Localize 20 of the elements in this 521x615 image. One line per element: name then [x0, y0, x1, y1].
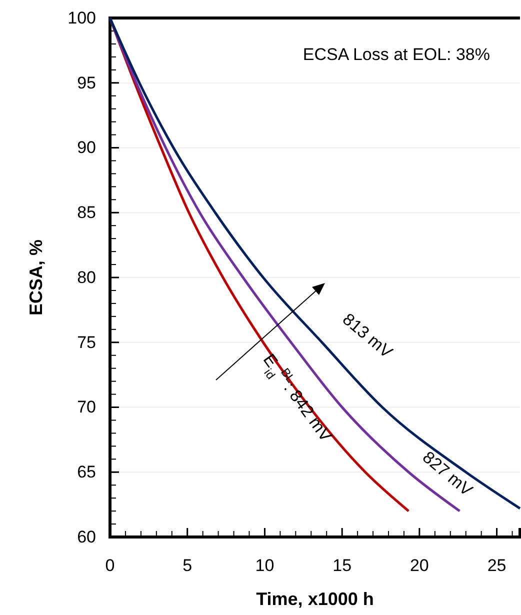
y-tick-label: 90: [77, 138, 96, 158]
y-tick-label: 95: [77, 73, 96, 92]
text: 827 mV: [418, 448, 477, 500]
x-tick-label: 0: [105, 556, 115, 576]
text: 813 mV: [338, 310, 397, 362]
y-tick-label: 85: [77, 203, 96, 222]
y-tick-label: 80: [77, 268, 96, 287]
x-axis-title: Time, x1000 h: [256, 589, 374, 609]
y-tick-label: 100: [68, 8, 96, 28]
x-tick-label: 10: [255, 556, 274, 576]
y-axis-title: ECSA, %: [26, 239, 46, 316]
x-tick-label: 15: [332, 556, 352, 576]
x-tick-label: 25: [487, 556, 506, 576]
y-tick-label: 60: [77, 527, 96, 546]
x-tick-label: 5: [182, 556, 192, 576]
y-tick-label: 70: [77, 398, 96, 417]
x-tick-label: 20: [410, 556, 429, 576]
y-tick-label: 65: [77, 462, 96, 482]
y-tick-label: 75: [77, 332, 96, 352]
annotation: ECSA Loss at EOL: 38%: [302, 45, 490, 64]
